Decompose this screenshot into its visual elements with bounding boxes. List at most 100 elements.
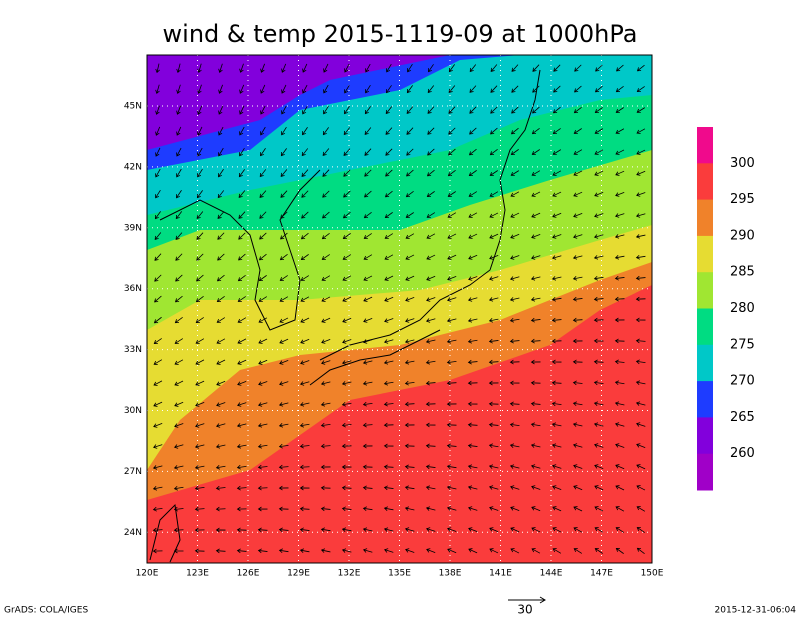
wind-arrow — [321, 275, 331, 281]
wind-arrow — [572, 401, 583, 407]
wind-arrow — [173, 506, 184, 512]
wind-arrow — [488, 338, 499, 344]
wind-arrow — [425, 401, 436, 407]
wind-arrow — [614, 317, 625, 323]
lat-label: 36N — [124, 284, 142, 294]
wind-arrow — [405, 318, 415, 323]
wind-arrow — [574, 85, 582, 93]
wind-arrow — [446, 359, 457, 365]
wind-arrow — [510, 149, 519, 156]
wind-arrow — [362, 381, 373, 386]
wind-arrow — [299, 506, 310, 512]
wind-arrow — [152, 506, 163, 512]
lat-label: 39N — [124, 223, 142, 233]
wind-arrow — [280, 190, 288, 198]
wind-arrow — [531, 212, 541, 218]
wind-arrow — [218, 169, 224, 178]
coastline — [149, 503, 181, 563]
wind-arrow — [551, 422, 562, 427]
lon-label: 123E — [186, 569, 209, 579]
wind-arrow — [489, 548, 499, 554]
wind-arrow — [321, 360, 331, 365]
wind-arrow — [236, 527, 247, 533]
wind-arrow — [278, 443, 289, 449]
wind-arrow — [614, 359, 625, 365]
wind-arrow — [321, 339, 331, 344]
wind-arrow — [363, 275, 373, 281]
wind-arrow — [362, 506, 373, 512]
wind-arrow — [636, 527, 645, 533]
wind-arrow — [404, 380, 415, 386]
wind-arrow — [197, 84, 202, 94]
wind-arrow — [531, 127, 540, 135]
wind-arrow — [383, 339, 394, 344]
wind-arrow — [279, 296, 289, 302]
wind-arrow — [636, 547, 645, 555]
wind-arrow — [215, 548, 226, 554]
wind-arrow — [196, 211, 204, 220]
wind-arrow — [342, 233, 351, 240]
wind-arrow — [551, 401, 562, 407]
wind-arrow — [489, 212, 499, 218]
wind-arrow — [635, 359, 646, 365]
wind-arrow — [446, 401, 457, 407]
wind-arrow — [237, 274, 246, 282]
wind-arrow — [238, 232, 246, 240]
coastline — [159, 169, 321, 331]
wind-arrow — [490, 64, 498, 73]
wind-arrow — [427, 85, 435, 94]
lat-label: 45N — [124, 102, 142, 112]
wind-arrow — [406, 169, 414, 177]
wind-arrow — [594, 170, 604, 176]
wind-arrow — [155, 63, 160, 74]
wind-arrow — [257, 402, 268, 407]
wind-arrow — [531, 234, 541, 239]
wind-arrow — [467, 338, 478, 344]
wind-arrow — [594, 548, 603, 554]
lon-label: 144E — [540, 569, 563, 579]
wind-arrow — [216, 296, 225, 303]
wind-arrow — [364, 190, 372, 198]
wind-arrow — [362, 401, 373, 407]
wind-arrow — [509, 297, 520, 302]
wind-arrow — [593, 255, 604, 260]
wind-arrow — [573, 527, 583, 533]
wind-arrow — [342, 275, 352, 281]
wind-arrow — [194, 527, 205, 533]
colorbar-box — [697, 235, 713, 273]
wind-arrow — [552, 170, 562, 176]
wind-arrow — [300, 360, 310, 365]
lon-label: 126E — [237, 569, 260, 579]
wind-arrow — [279, 253, 288, 261]
wind-arrows — [152, 63, 646, 555]
grid — [147, 55, 652, 563]
coastline — [319, 69, 541, 361]
wind-arrow — [428, 64, 434, 73]
wind-arrow — [594, 443, 604, 448]
wind-arrow — [593, 359, 604, 365]
wind-arrow — [384, 212, 393, 219]
colorbar-box — [697, 272, 713, 309]
wind-arrow — [593, 422, 604, 427]
wind-arrow — [153, 359, 163, 365]
wind-arrow — [594, 464, 604, 469]
wind-arrow — [155, 147, 161, 157]
wind-arrow — [301, 190, 309, 198]
wind-arrow — [511, 106, 519, 114]
wind-arrow — [174, 380, 184, 386]
wind-arrow — [239, 105, 245, 115]
wind-arrow — [573, 128, 582, 134]
wind-arrow — [552, 548, 562, 554]
wind-arrow — [531, 255, 541, 260]
wind-arrow — [343, 190, 351, 198]
wind-arrow — [218, 147, 224, 157]
wind-arrow — [468, 212, 478, 218]
wind-arrow — [531, 170, 541, 176]
wind-arrow — [218, 126, 224, 136]
wind-arrow — [552, 506, 562, 512]
lon-label: 135E — [388, 569, 411, 579]
wind-arrow — [553, 64, 561, 72]
wind-arrow — [344, 63, 350, 73]
wind-arrow — [281, 126, 287, 136]
wind-arrow — [194, 485, 205, 491]
